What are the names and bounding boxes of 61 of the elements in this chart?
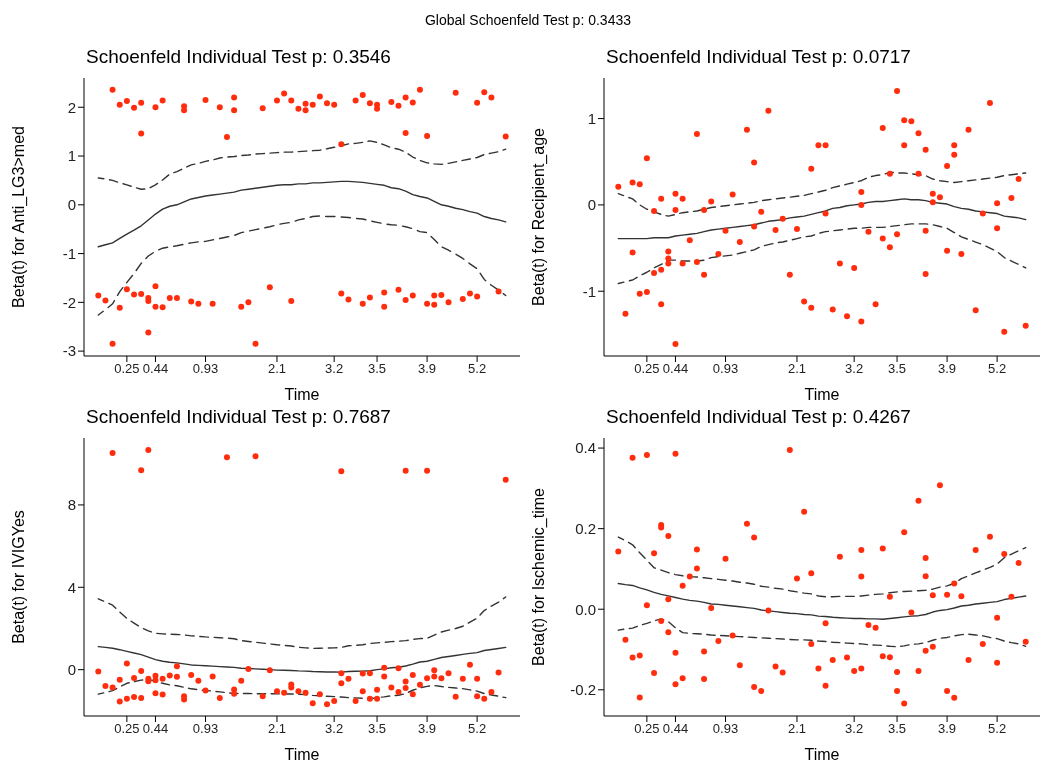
x-tick-label: 0.44 bbox=[142, 361, 169, 377]
chart-title: Schoenfeld Individual Test p: 0.7687 bbox=[85, 406, 392, 429]
x-tick-label: 0.93 bbox=[192, 361, 219, 377]
x-tick-label: 5.2 bbox=[468, 721, 487, 737]
x-tick-label: 2.1 bbox=[787, 361, 807, 377]
x-tick-label: 3.9 bbox=[418, 361, 437, 377]
y-tick-label: -1 bbox=[62, 244, 76, 262]
x-tick-label: 3.5 bbox=[368, 721, 387, 737]
x-tick-label: 3.2 bbox=[325, 721, 344, 737]
x-tick-label: 0.25 bbox=[634, 361, 660, 377]
x-axis-title: Time bbox=[284, 746, 320, 763]
x-tick-label: 2.1 bbox=[787, 721, 807, 737]
x-tick-label: 5.2 bbox=[468, 361, 487, 377]
text: Global Schoenfeld Test p: 0.3433 bbox=[424, 11, 632, 30]
y-axis-title: Beta(t) for Anti_LG3>med bbox=[9, 126, 28, 308]
y-tick-label: 2 bbox=[67, 98, 76, 116]
chart-title: Schoenfeld Individual Test p: 0.3546 bbox=[85, 46, 392, 69]
y-tick-label: -2 bbox=[62, 293, 76, 311]
x-axis-title: Time bbox=[804, 746, 840, 763]
x-tick-label: 3.2 bbox=[845, 361, 864, 377]
y-tick-label: 1 bbox=[67, 147, 76, 165]
x-tick-label: 3.5 bbox=[368, 361, 387, 377]
x-tick-label: 3.9 bbox=[418, 721, 437, 737]
x-tick-label: 0.44 bbox=[662, 721, 689, 737]
x-tick-label: 3.9 bbox=[938, 361, 957, 377]
chart-title: Schoenfeld Individual Test p: 0.0717 bbox=[605, 46, 912, 69]
y-tick-label: 0 bbox=[67, 660, 76, 678]
y-tick-label: 4 bbox=[67, 578, 76, 596]
y-tick-label: -1 bbox=[582, 282, 596, 300]
y-axis-title: Beta(t) for Ischemic_time bbox=[529, 487, 548, 666]
y-tick-label: 1 bbox=[587, 109, 596, 127]
x-tick-label: 0.93 bbox=[712, 721, 739, 737]
y-tick-label: 0.4 bbox=[575, 439, 596, 457]
y-tick-label: -0.2 bbox=[570, 681, 596, 699]
x-tick-label: 0.25 bbox=[114, 361, 140, 377]
x-tick-label: 3.5 bbox=[888, 361, 907, 377]
x-axis-title: Time bbox=[284, 386, 320, 403]
y-tick-label: 0.2 bbox=[575, 519, 596, 537]
x-tick-label: 2.1 bbox=[267, 721, 287, 737]
x-tick-label: 0.25 bbox=[634, 721, 660, 737]
x-tick-label: 5.2 bbox=[988, 721, 1007, 737]
x-tick-label: 3.9 bbox=[938, 721, 957, 737]
chart-title: Schoenfeld Individual Test p: 0.4267 bbox=[605, 406, 912, 429]
y-axis-title: Beta(t) for Recipient_age bbox=[529, 127, 548, 306]
x-tick-label: 0.93 bbox=[712, 361, 739, 377]
x-tick-label: 3.2 bbox=[845, 721, 864, 737]
y-tick-label: 0.0 bbox=[575, 600, 596, 618]
x-tick-label: 0.44 bbox=[662, 361, 689, 377]
x-tick-label: 0.25 bbox=[114, 721, 140, 737]
x-axis-title: Time bbox=[804, 386, 840, 403]
y-tick-label: 0 bbox=[67, 196, 76, 214]
y-tick-label: 0 bbox=[587, 196, 596, 214]
y-tick-label: 8 bbox=[67, 496, 76, 514]
x-tick-label: 3.5 bbox=[888, 721, 907, 737]
x-tick-label: 2.1 bbox=[267, 361, 287, 377]
y-axis-title: Beta(t) for IVIGYes bbox=[9, 510, 27, 644]
x-tick-label: 3.2 bbox=[325, 361, 344, 377]
x-tick-label: 0.93 bbox=[192, 721, 219, 737]
y-tick-label: -3 bbox=[62, 342, 76, 360]
x-tick-label: 0.44 bbox=[142, 721, 169, 737]
x-tick-label: 5.2 bbox=[988, 361, 1007, 377]
